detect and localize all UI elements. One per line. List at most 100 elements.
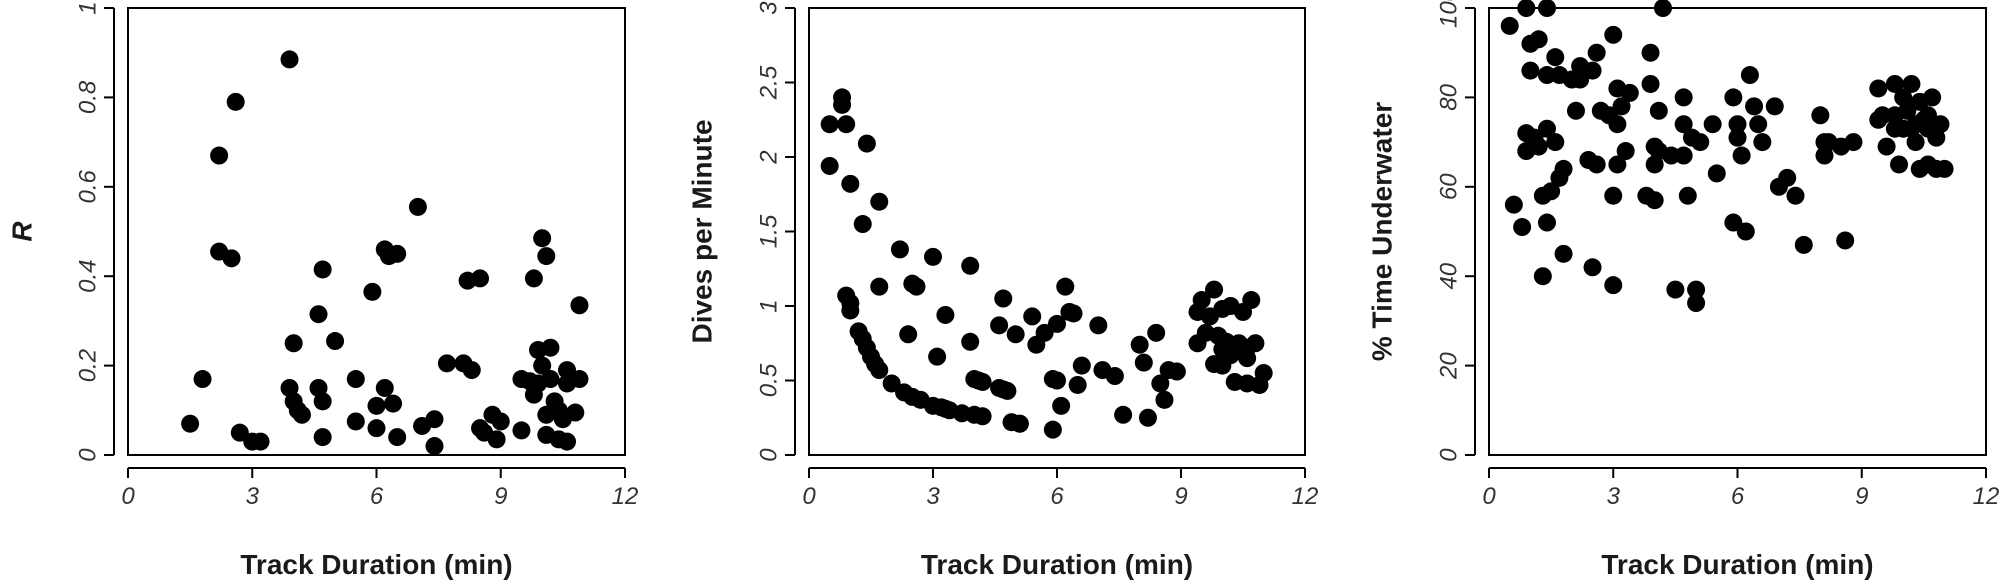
data-point — [1192, 291, 1211, 310]
data-point — [1612, 97, 1631, 116]
data-point — [1811, 106, 1830, 125]
data-point — [1105, 367, 1124, 386]
data-point — [907, 277, 926, 296]
data-point — [1500, 16, 1519, 35]
data-point — [210, 146, 229, 165]
data-point — [882, 374, 901, 393]
data-point — [292, 405, 311, 424]
data-point — [326, 332, 345, 351]
data-point — [425, 410, 444, 429]
data-point — [425, 437, 444, 456]
data-point — [1745, 97, 1764, 116]
y-tick-label: 0.5 — [756, 363, 783, 397]
data-point — [1931, 115, 1950, 134]
data-point — [1641, 43, 1660, 62]
x-axis-title: Track Duration (min) — [921, 549, 1193, 580]
data-point — [570, 370, 589, 389]
y-tick-label: 0 — [756, 448, 783, 462]
data-point — [384, 394, 403, 413]
data-point — [1935, 159, 1954, 178]
y-tick-label: 3 — [756, 1, 783, 15]
data-point — [1554, 244, 1573, 263]
data-point — [1205, 280, 1224, 299]
data-point — [533, 356, 552, 375]
data-point — [363, 282, 382, 301]
data-point — [1533, 267, 1552, 286]
plot-frame — [127, 7, 626, 456]
data-point — [870, 192, 889, 211]
data-point — [230, 423, 249, 442]
data-point — [181, 414, 200, 433]
data-point — [1537, 0, 1556, 17]
data-point — [346, 412, 365, 431]
x-tick-label: 0 — [802, 483, 816, 510]
data-point — [1906, 133, 1925, 152]
data-point — [1608, 155, 1627, 174]
data-point — [1517, 0, 1536, 17]
data-point — [973, 407, 992, 426]
data-point — [462, 361, 481, 380]
data-point — [853, 215, 872, 234]
data-point — [222, 249, 241, 268]
y-tick-label: 0.4 — [75, 260, 102, 293]
data-point — [1674, 115, 1693, 134]
data-point — [367, 396, 386, 415]
data-point — [1529, 30, 1548, 49]
data-point — [1902, 74, 1921, 93]
data-point — [1678, 186, 1697, 205]
data-point — [1604, 186, 1623, 205]
data-point — [1898, 101, 1917, 120]
data-point — [1687, 280, 1706, 299]
data-point — [558, 432, 577, 451]
y-tick-label: 20 — [1436, 352, 1463, 380]
data-point — [1674, 146, 1693, 165]
y-tick-label: 0.6 — [75, 169, 102, 203]
data-point — [1064, 304, 1083, 323]
data-point — [1048, 371, 1066, 390]
x-tick-label: 9 — [1174, 483, 1187, 510]
data-point — [491, 412, 510, 431]
y-tick-label: 80 — [1436, 83, 1463, 110]
data-point — [990, 316, 1009, 335]
data-point — [313, 260, 332, 279]
data-point — [280, 50, 299, 69]
data-point — [570, 296, 589, 315]
data-point — [870, 361, 889, 380]
data-point — [1254, 364, 1273, 383]
data-point — [1753, 133, 1772, 152]
chart-svg: 0 3 6 9 12 0 0.2 0.4 0.6 0.8 1 Track Duration (min)… — [7, 1, 639, 580]
data-point — [1056, 277, 1075, 296]
data-point — [313, 428, 332, 447]
y-tick-label: 0.2 — [75, 349, 102, 382]
data-point — [193, 370, 212, 389]
data-point — [388, 428, 407, 447]
x-tick-label: 12 — [1292, 483, 1319, 510]
data-point — [537, 247, 556, 266]
data-point — [541, 370, 560, 389]
data-point — [566, 403, 585, 422]
data-point — [1869, 79, 1888, 98]
data-point — [1728, 128, 1747, 147]
x-tick-label: 0 — [1482, 483, 1496, 510]
data-point — [388, 244, 407, 263]
data-point — [367, 419, 386, 438]
data-point — [1571, 70, 1590, 89]
data-point — [1130, 335, 1149, 354]
data-point — [1048, 314, 1066, 333]
data-point — [1877, 137, 1896, 156]
chart-svg: 0 3 6 9 12 0 20 40 60 80 100 Track Duration (min) % … — [1367, 0, 1999, 580]
data-point — [1242, 291, 1261, 310]
y-tick-label: 1.5 — [756, 214, 783, 248]
y-tick-label: 2 — [756, 150, 783, 164]
data-point — [1134, 353, 1153, 372]
data-point — [1604, 25, 1623, 44]
data-point — [994, 289, 1013, 308]
data-point — [1238, 349, 1257, 368]
data-point — [936, 305, 955, 324]
x-tick-label: 3 — [246, 483, 260, 510]
y-tick-label: 1 — [75, 1, 102, 14]
panel-dives-vs-duration: 0 3 6 9 12 0 0.5 1 1.5 2 2.5 3 Track Duration (min) D… — [670, 0, 1350, 587]
data-point — [1554, 159, 1573, 178]
data-point — [1662, 146, 1681, 165]
data-point — [1703, 115, 1722, 134]
